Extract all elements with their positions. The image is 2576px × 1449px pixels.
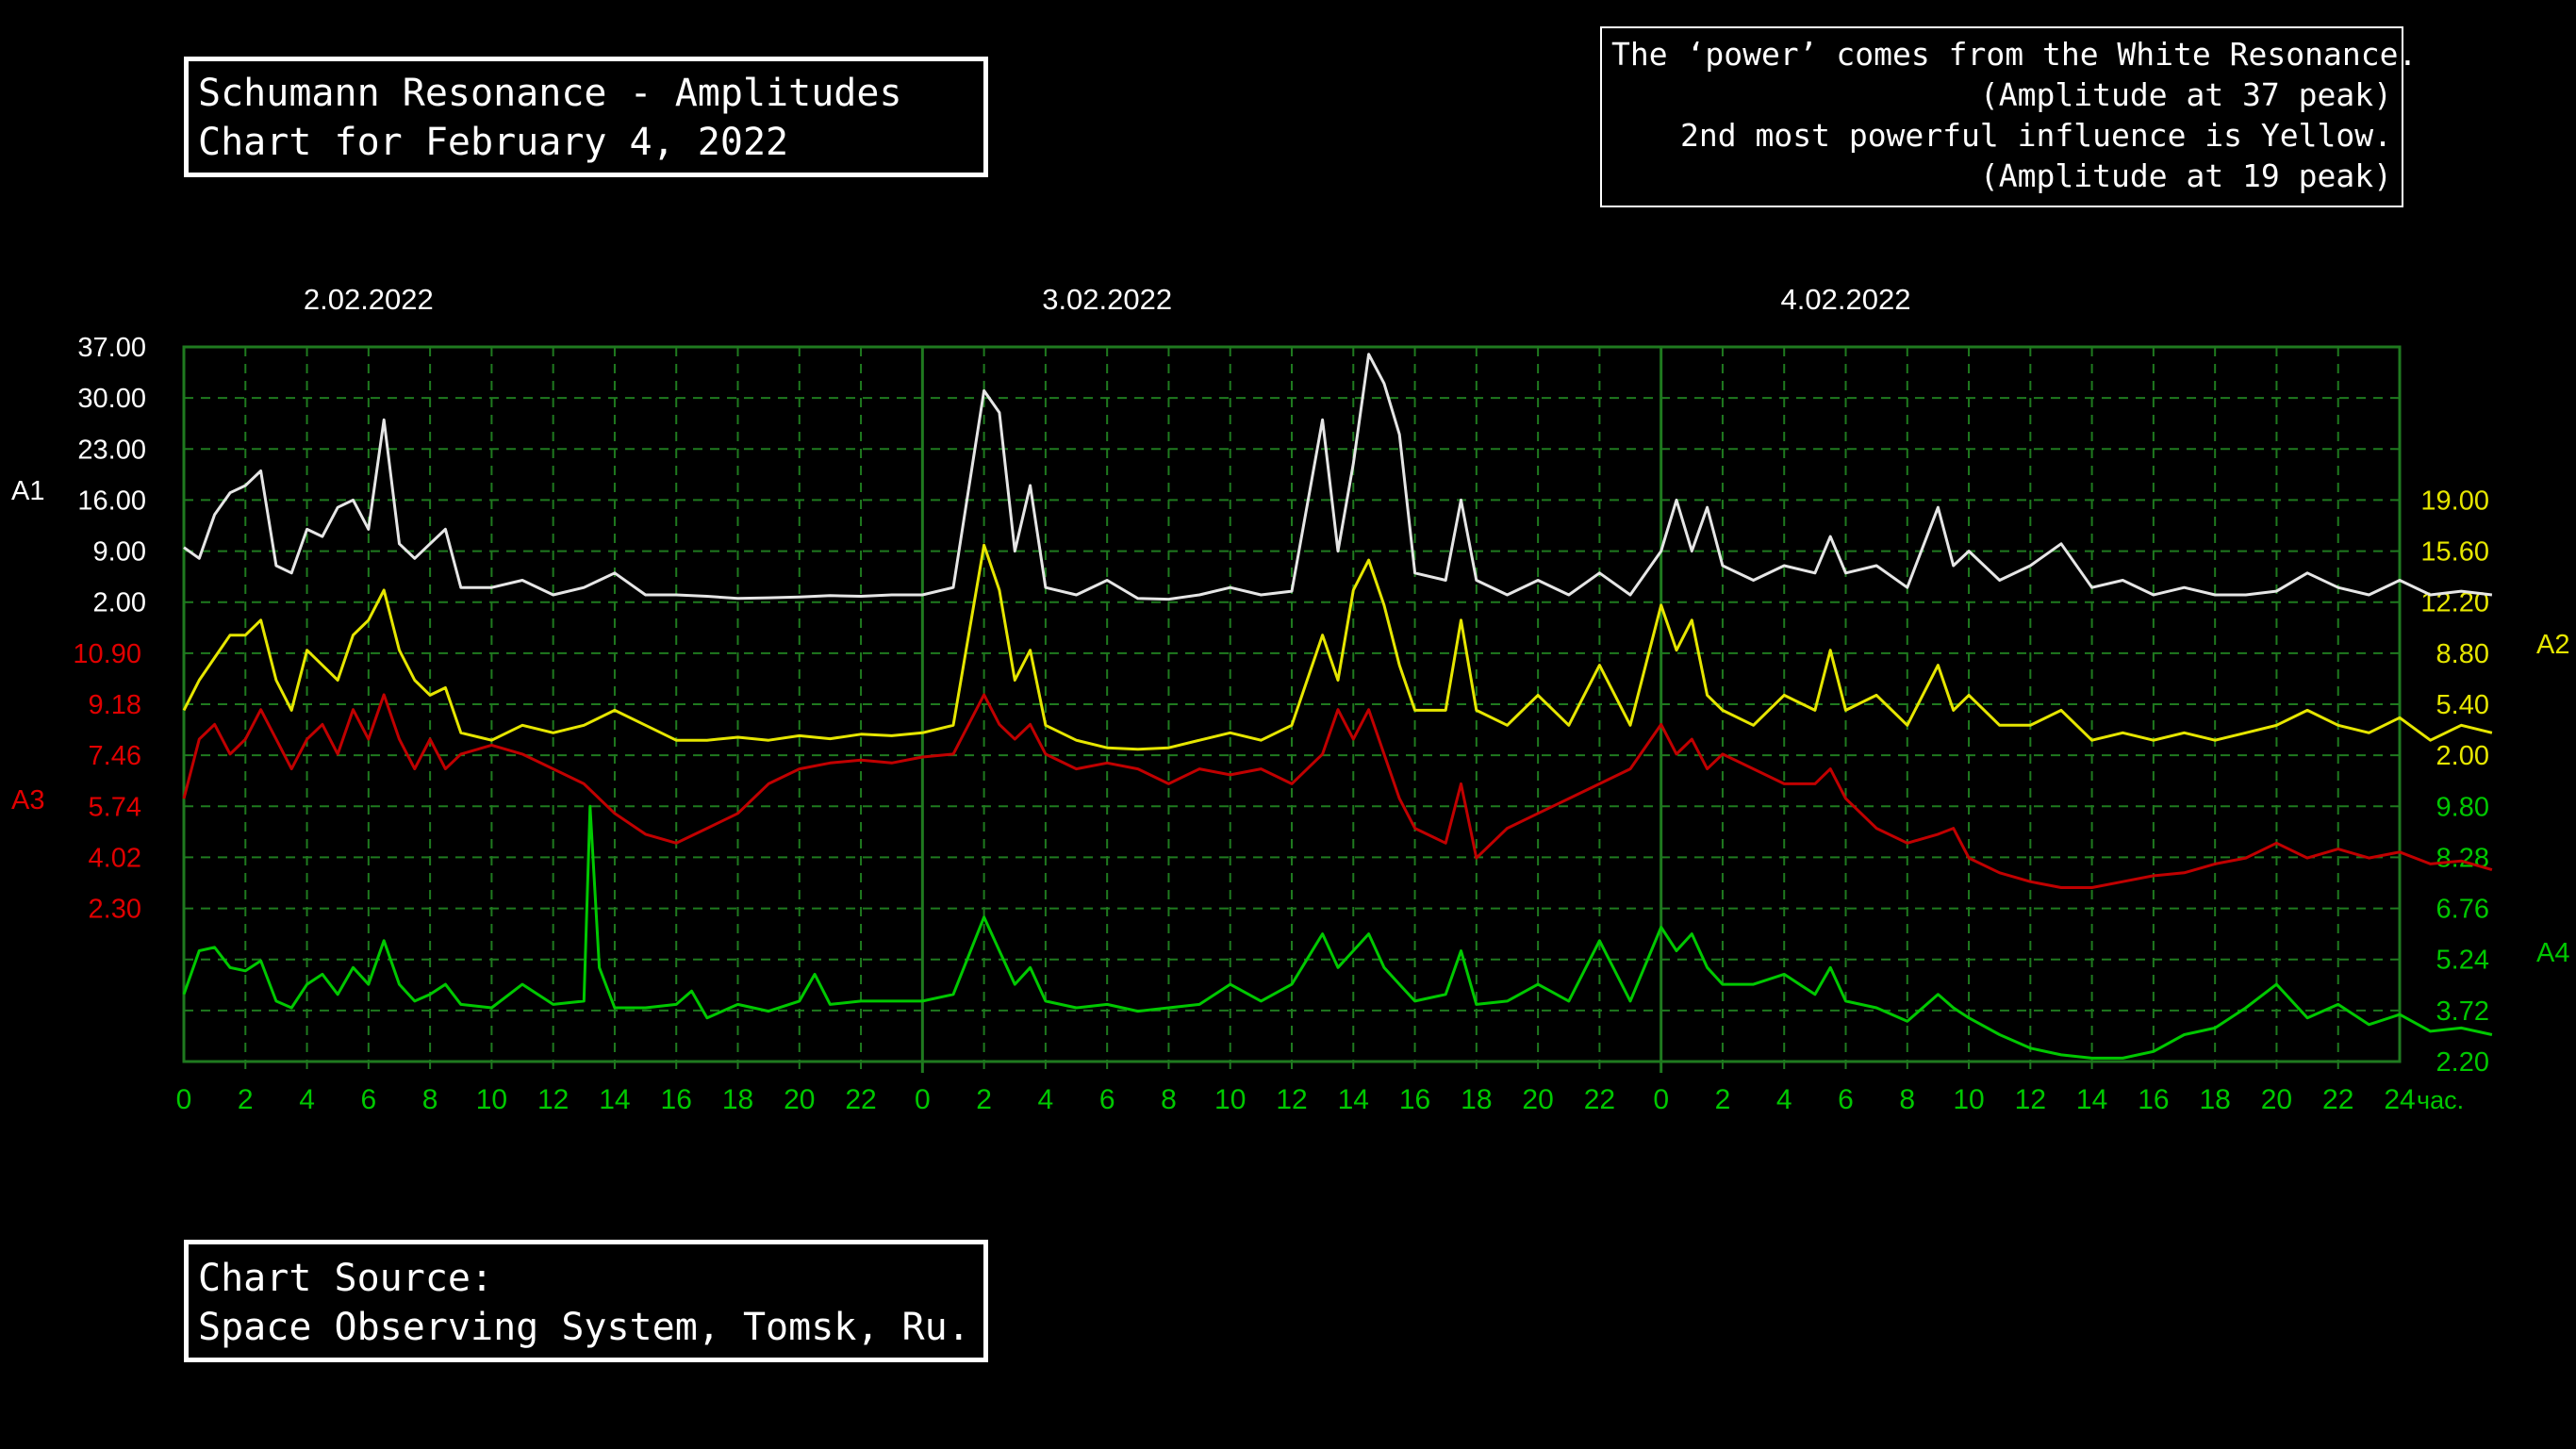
axis-label-a2: A2 xyxy=(2536,630,2569,660)
x-tick-label: 18 xyxy=(2199,1084,2230,1115)
source-line2: Space Observing System, Tomsk, Ru. xyxy=(198,1306,970,1349)
x-tick-label: 0 xyxy=(1653,1084,1669,1115)
x-tick-label: 4 xyxy=(1776,1084,1792,1115)
x-tick-label: 20 xyxy=(1522,1084,1553,1115)
x-tick-label: 18 xyxy=(722,1084,753,1115)
x-tick-label: 2 xyxy=(238,1084,254,1115)
x-tick-label: 16 xyxy=(2138,1084,2169,1115)
chart-title-line1: Schumann Resonance - Amplitudes xyxy=(198,72,902,115)
x-tick-label: 24 xyxy=(2384,1084,2415,1115)
series-line-green xyxy=(182,804,2493,1060)
x-tick-label: 4 xyxy=(299,1084,315,1115)
x-tick-label: 22 xyxy=(2322,1084,2353,1115)
x-tick-label: 8 xyxy=(1161,1084,1177,1115)
a3-tick-label: 4.02 xyxy=(89,843,141,873)
a1-tick-label: 30.00 xyxy=(77,384,146,414)
x-tick-label: 12 xyxy=(1276,1084,1307,1115)
annotation-line3: 2nd most powerful influence is Yellow. xyxy=(1680,117,2392,154)
x-tick-label: 6 xyxy=(1099,1084,1115,1115)
x-tick-label: 12 xyxy=(2015,1084,2046,1115)
x-tick-label: 20 xyxy=(2261,1084,2292,1115)
x-tick-label: 2 xyxy=(1715,1084,1731,1115)
a2-tick-label: 15.60 xyxy=(2420,537,2489,568)
a2-tick-label: 2.00 xyxy=(2436,741,2489,771)
x-tick-label: 14 xyxy=(599,1084,630,1115)
series-line-yellow xyxy=(182,543,2493,751)
x-tick-label: 6 xyxy=(360,1084,376,1115)
a3-tick-label: 9.18 xyxy=(89,690,141,720)
x-tick-label: 8 xyxy=(1899,1084,1915,1115)
x-tick-label: 0 xyxy=(915,1084,931,1115)
annotation-box: The ‘power’ comes from the White Resonan… xyxy=(1600,26,2418,207)
x-tick-label: 20 xyxy=(784,1084,815,1115)
x-tick-label: 14 xyxy=(2076,1084,2107,1115)
chart-title-box: Schumann Resonance - Amplitudes Chart fo… xyxy=(184,57,988,177)
a2-tick-label: 19.00 xyxy=(2420,486,2489,516)
a4-tick-label: 8.28 xyxy=(2436,843,2489,873)
annotation-line2: (Amplitude at 37 peak) xyxy=(1979,76,2392,113)
x-tick-label: 0 xyxy=(176,1084,192,1115)
a4-tick-label: 5.24 xyxy=(2436,946,2489,976)
a3-tick-label: 5.74 xyxy=(89,792,141,822)
a3-tick-label: 10.90 xyxy=(73,639,141,669)
date-label: 3.02.2022 xyxy=(1042,283,1172,316)
a2-tick-label: 8.80 xyxy=(2436,639,2489,669)
x-unit-label: час. xyxy=(2417,1086,2464,1114)
axis-label-a1: A1 xyxy=(11,476,44,506)
x-tick-label: 22 xyxy=(1584,1084,1615,1115)
axis-label-a4: A4 xyxy=(2536,938,2569,968)
x-tick-label: 22 xyxy=(845,1084,876,1115)
a1-tick-label: 37.00 xyxy=(77,333,146,363)
a4-tick-label: 3.72 xyxy=(2436,996,2489,1027)
chart-title-line2: Chart for February 4, 2022 xyxy=(198,121,789,164)
x-tick-label: 10 xyxy=(1953,1084,1984,1115)
date-label: 2.02.2022 xyxy=(304,283,434,316)
a4-tick-label: 9.80 xyxy=(2436,792,2489,822)
x-tick-label: 6 xyxy=(1838,1084,1854,1115)
a1-tick-label: 16.00 xyxy=(77,486,146,516)
x-tick-label: 2 xyxy=(976,1084,992,1115)
x-tick-label: 12 xyxy=(537,1084,569,1115)
x-tick-label: 4 xyxy=(1038,1084,1054,1115)
a3-tick-label: 7.46 xyxy=(89,741,141,771)
x-tick-label: 8 xyxy=(422,1084,438,1115)
a3-tick-label: 2.30 xyxy=(89,895,141,925)
annotation-line1: The ‘power’ comes from the White Resonan… xyxy=(1611,36,2418,73)
a2-tick-label: 5.40 xyxy=(2436,690,2489,720)
x-tick-label: 14 xyxy=(1338,1084,1369,1115)
axis-label-a3: A3 xyxy=(11,785,44,815)
a4-tick-label: 6.76 xyxy=(2436,895,2489,925)
series-line-white xyxy=(183,353,2493,601)
x-tick-label: 16 xyxy=(661,1084,692,1115)
x-tick-label: 18 xyxy=(1461,1084,1492,1115)
a1-tick-label: 23.00 xyxy=(77,435,146,465)
a4-tick-label: 2.20 xyxy=(2436,1047,2489,1078)
annotation-line4: (Amplitude at 19 peak) xyxy=(1979,157,2392,194)
source-box: Chart Source: Space Observing System, To… xyxy=(184,1240,988,1362)
a1-tick-label: 9.00 xyxy=(93,537,146,568)
x-tick-label: 10 xyxy=(1214,1084,1246,1115)
series-line-red xyxy=(182,693,2493,889)
x-tick-label: 10 xyxy=(476,1084,507,1115)
x-tick-label: 16 xyxy=(1399,1084,1430,1115)
source-line1: Chart Source: xyxy=(198,1257,494,1300)
a1-tick-label: 2.00 xyxy=(93,588,146,618)
date-label: 4.02.2022 xyxy=(1781,283,1911,316)
